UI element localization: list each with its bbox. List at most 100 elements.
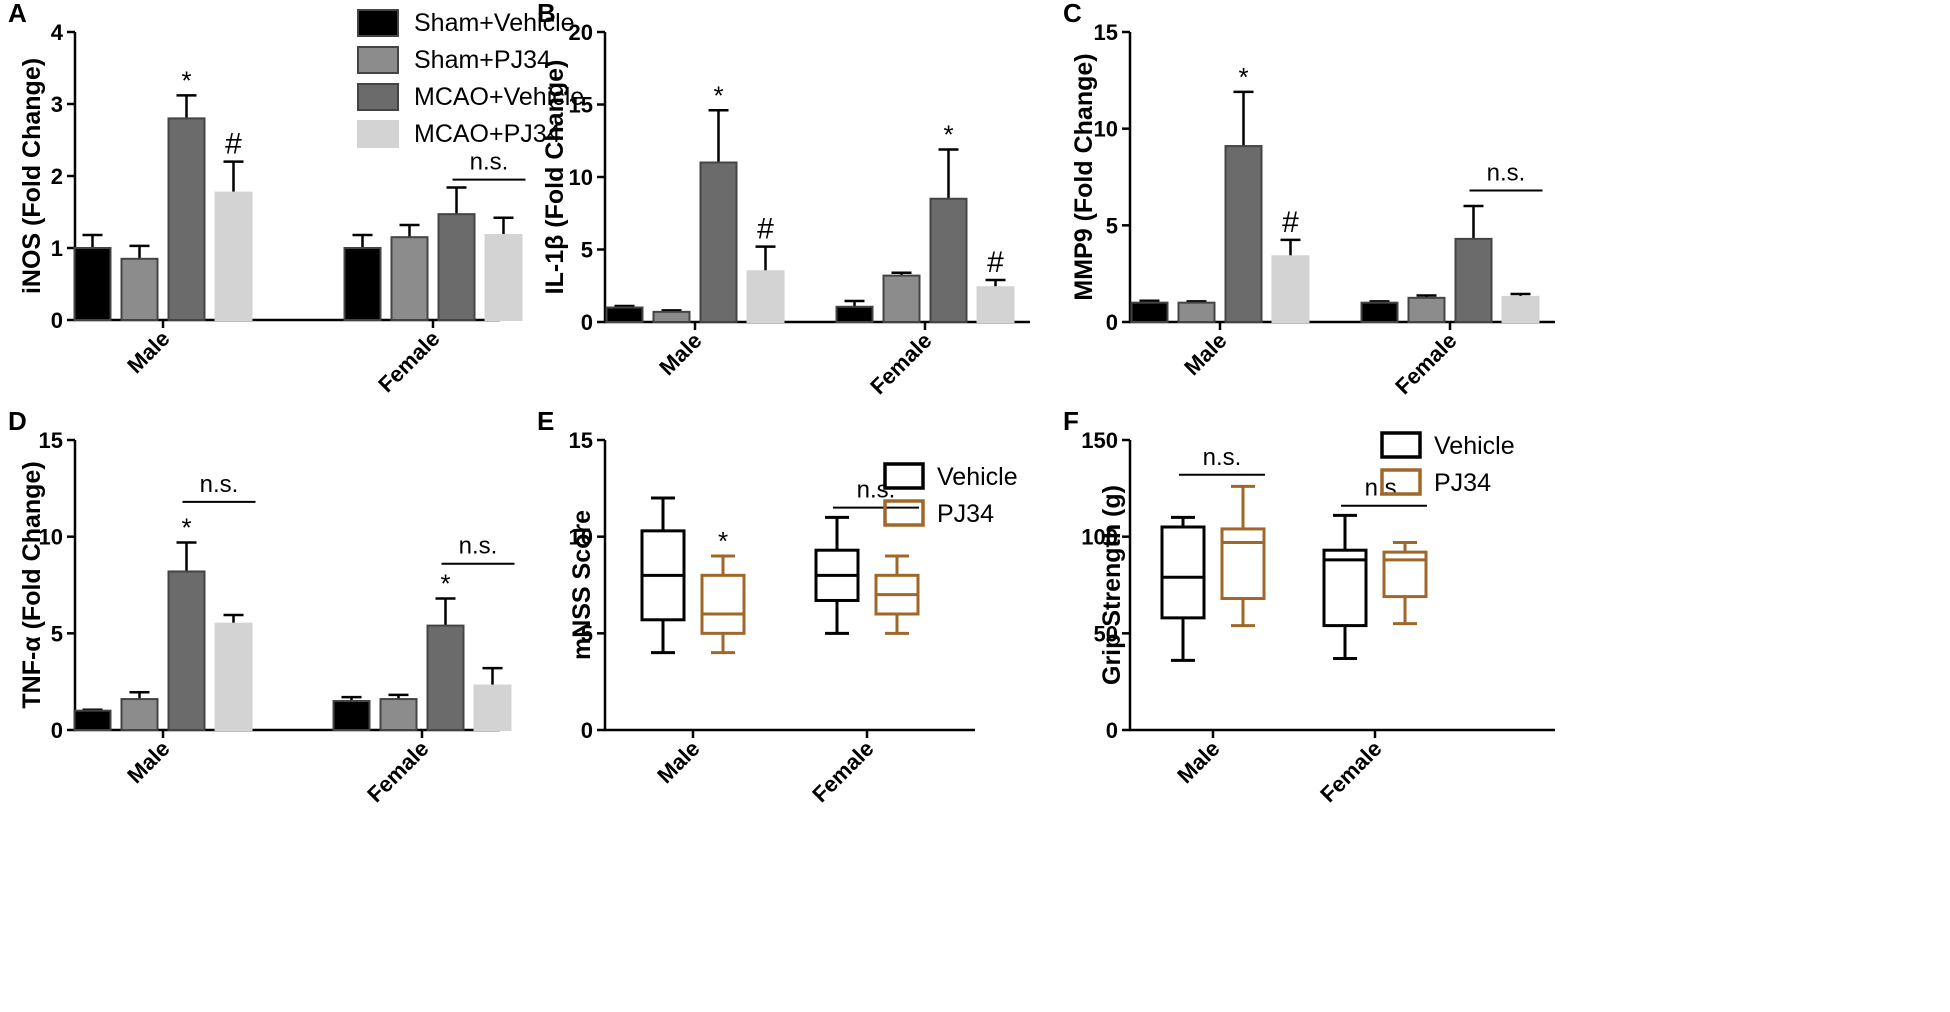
legend: Vehicle PJ34 xyxy=(1380,431,1515,497)
y-tick-label: 1 xyxy=(51,236,63,261)
panel-C: C 0 5 10 15 MMP9 (Fold Change) Male Female * # n.s… xyxy=(1063,0,1555,399)
panel-label: A xyxy=(8,0,27,28)
bar-mcao-vehicle xyxy=(699,161,738,323)
legend-swatch xyxy=(883,462,925,490)
y-axis-label: mNSS Score xyxy=(568,510,596,660)
y-tick-label: 5 xyxy=(581,238,593,263)
y-tick-label: 0 xyxy=(581,718,593,743)
bar-sham-pj34 xyxy=(882,274,921,324)
significance-star: * xyxy=(713,80,723,110)
y-tick-label: 4 xyxy=(51,20,64,45)
panel-label: F xyxy=(1063,406,1079,436)
y-tick-label: 5 xyxy=(51,621,63,646)
significance-star: * xyxy=(181,65,191,95)
bar-sham-vehicle xyxy=(73,709,112,732)
bar-sham-pj34 xyxy=(390,236,429,321)
box-vehicle xyxy=(1322,548,1368,628)
legend-label: MCAO+PJ34 xyxy=(414,120,561,148)
y-tick-label: 10 xyxy=(569,525,593,550)
panel-F: F 0 50 100 150 Grip Strength (g) Male Female n.s… xyxy=(1063,406,1555,807)
x-category-label: Male xyxy=(1172,736,1224,788)
bar-mcao-vehicle xyxy=(1224,145,1263,323)
x-category-label: Male xyxy=(122,736,174,788)
legend-swatch xyxy=(357,46,399,74)
y-axis-label: iNOS (Fold Change) xyxy=(18,58,46,294)
panel-label: C xyxy=(1063,0,1082,28)
y-tick-label: 15 xyxy=(39,428,63,453)
box-pj34 xyxy=(1220,527,1266,601)
significance-star: * xyxy=(440,569,450,599)
significance-star: * xyxy=(181,512,191,542)
x-category-label: Female xyxy=(1390,328,1461,399)
x-category-label: Male xyxy=(652,736,704,788)
bar-mcao-pj34 xyxy=(214,622,253,732)
bar-sham-pj34 xyxy=(652,310,691,324)
y-tick-label: 0 xyxy=(1106,310,1118,335)
x-category-label: Female xyxy=(373,326,444,397)
y-tick-label: 15 xyxy=(1094,20,1118,45)
bar-sham-pj34 xyxy=(379,698,418,731)
bar-mcao-pj34 xyxy=(746,270,785,323)
bar-mcao-vehicle xyxy=(437,213,476,321)
x-category-label: Male xyxy=(122,326,174,378)
y-tick-label: 15 xyxy=(569,93,593,118)
significance-star: * xyxy=(943,119,953,149)
y-tick-label: 3 xyxy=(51,92,63,117)
significance-star: * xyxy=(1238,62,1248,92)
y-tick-label: 0 xyxy=(581,310,593,335)
bar-sham-pj34 xyxy=(1177,301,1216,323)
ns-label: n.s. xyxy=(470,149,509,176)
bar-sham-vehicle xyxy=(343,247,382,321)
bar-sham-vehicle xyxy=(605,306,644,323)
legend-label: MCAO+Vehicle xyxy=(414,83,584,111)
ns-label: n.s. xyxy=(459,533,498,560)
legend-label: Vehicle xyxy=(937,463,1018,491)
bar-sham-vehicle xyxy=(332,700,371,731)
ns-label: n.s. xyxy=(1487,160,1526,187)
bar-mcao-vehicle xyxy=(426,624,465,731)
x-category-label: Male xyxy=(1179,328,1231,380)
y-tick-label: 2 xyxy=(51,164,63,189)
bar-sham-vehicle xyxy=(1130,301,1169,323)
y-tick-label: 100 xyxy=(1081,525,1118,550)
legend: Vehicle PJ34 xyxy=(883,462,1018,528)
panel-D: D 0 5 10 15 TNF-α (Fold Change) Male Female * * n.… xyxy=(8,406,515,807)
legend-swatch xyxy=(1380,468,1422,496)
ns-label: n.s. xyxy=(1365,475,1404,502)
y-tick-label: 10 xyxy=(1094,117,1118,142)
x-category-label: Female xyxy=(807,736,878,807)
y-axis-label: IL-1β (Fold Change) xyxy=(541,60,569,295)
bar-mcao-vehicle xyxy=(167,570,206,732)
y-tick-label: 0 xyxy=(1106,718,1118,743)
legend-label: Vehicle xyxy=(1434,432,1515,460)
legend-swatch xyxy=(357,120,399,148)
hash-marker: # xyxy=(1282,206,1299,239)
box-vehicle xyxy=(1160,525,1206,620)
legend-label: PJ34 xyxy=(1434,469,1491,497)
bar-mcao-pj34 xyxy=(484,234,523,321)
legend: Sham+Vehicle Sham+PJ34 MCAO+Vehicle MCAO+PJ… xyxy=(357,9,584,148)
bar-mcao-vehicle xyxy=(1454,237,1493,323)
y-axis-label: MMP9 (Fold Change) xyxy=(1070,53,1098,300)
hash-marker: # xyxy=(757,213,774,246)
legend-label: PJ34 xyxy=(937,500,994,528)
ns-label: n.s. xyxy=(857,477,896,504)
bar-sham-pj34 xyxy=(120,698,159,731)
hash-marker: # xyxy=(987,246,1004,279)
y-tick-label: 20 xyxy=(569,20,593,45)
y-tick-label: 10 xyxy=(569,165,593,190)
legend-swatch xyxy=(357,83,399,111)
x-category-label: Female xyxy=(1315,736,1386,807)
panel-label: E xyxy=(537,406,554,436)
significance-star: * xyxy=(718,526,728,556)
y-tick-label: 10 xyxy=(39,525,63,550)
box-pj34 xyxy=(1382,550,1428,599)
y-axis-label: Grip Strength (g) xyxy=(1098,485,1126,685)
panel-label: B xyxy=(537,0,556,28)
y-tick-label: 5 xyxy=(1106,213,1118,238)
bar-sham-vehicle xyxy=(835,305,874,323)
y-tick-label: 0 xyxy=(51,308,63,333)
hash-marker: # xyxy=(225,128,242,161)
